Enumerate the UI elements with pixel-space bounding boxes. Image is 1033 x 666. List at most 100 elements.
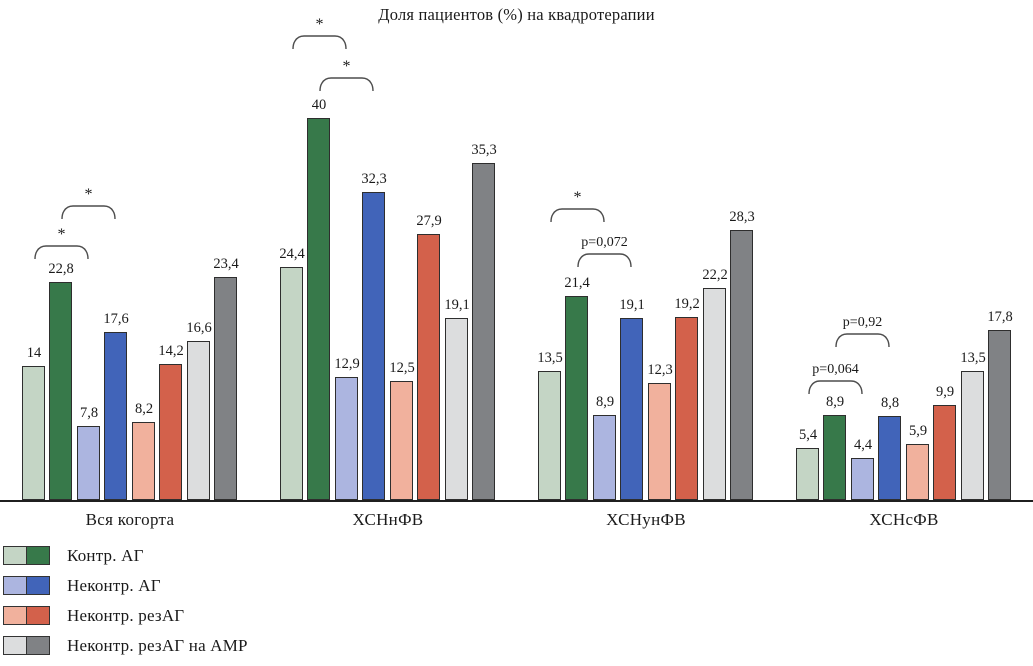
bar-group-4: 5,4 8,9 4,4 8,8 5,9 9,9 13,5 17,8 (796, 0, 1013, 500)
bar-dark-series-1 (49, 282, 72, 500)
significance-bracket (577, 253, 632, 267)
bar-value-label: 23,4 (213, 256, 239, 272)
bar-value-label: 13,5 (960, 350, 986, 366)
legend-item: Неконтр. АГ (3, 576, 248, 595)
bar-light-series-1 (538, 371, 561, 500)
significance-label: * (84, 186, 93, 203)
significance-label: p=0,064 (812, 362, 859, 377)
bar-value-label: 19,1 (444, 297, 470, 313)
legend-swatch-light (3, 546, 27, 565)
category-label: ХСНнФВ (352, 510, 424, 529)
bar-value-label: 7,8 (79, 405, 99, 421)
bar-dark-series-4 (214, 277, 237, 500)
bar-light-series-2 (77, 426, 100, 500)
bar-value-label: 28,3 (729, 209, 755, 225)
bar-value-label: 19,2 (674, 296, 700, 312)
bar-light-series-2 (335, 377, 358, 500)
bar-value-label: 8,9 (595, 394, 615, 410)
bar-dark-series-2 (878, 416, 901, 500)
bar-light-series-3 (132, 422, 155, 500)
significance-label: * (57, 226, 66, 243)
legend: Контр. АГ Неконтр. АГ Неконтр. резАГ Неконт… (3, 546, 248, 666)
bar-value-label: 5,9 (908, 423, 928, 439)
bar-light-series-1 (796, 448, 819, 500)
category-label: ХСНсФВ (869, 510, 939, 529)
chart-title: Доля пациентов (%) на квадротерапии (378, 5, 655, 24)
significance-label: * (315, 16, 324, 33)
bar-value-label: 14 (26, 345, 42, 361)
bar-light-series-1 (22, 366, 45, 500)
significance-bracket (34, 245, 89, 259)
bar-value-label: 19,1 (619, 297, 645, 313)
significance-label: p=0,92 (842, 315, 883, 330)
legend-label: Неконтр. АГ (67, 575, 161, 595)
bar-light-series-4 (445, 318, 468, 500)
bar-value-label: 17,6 (103, 311, 129, 327)
bar-value-label: 40 (311, 97, 327, 113)
legend-swatch-light (3, 606, 27, 625)
bar-dark-series-4 (988, 330, 1011, 500)
bar-light-series-4 (961, 371, 984, 500)
bar-dark-series-3 (159, 364, 182, 500)
bar-dark-series-3 (417, 234, 440, 500)
bar-value-label: 17,8 (987, 309, 1013, 325)
bar-value-label: 14,2 (158, 343, 184, 359)
category-label: Вся когорта (85, 510, 175, 529)
legend-swatch-dark (26, 636, 50, 655)
bar-light-series-2 (851, 458, 874, 500)
legend-label: Неконтр. резАГ на АМР (67, 635, 248, 655)
legend-item: Неконтр. резАГ на АМР (3, 636, 248, 655)
significance-bracket (61, 205, 116, 219)
significance-bracket (292, 35, 347, 49)
significance-label: * (573, 189, 582, 206)
bar-dark-series-1 (823, 415, 846, 500)
legend-item: Контр. АГ (3, 546, 248, 565)
significance-label: p=0,072 (581, 235, 628, 250)
bar-dark-series-2 (620, 318, 643, 500)
category-label: ХСНунФВ (606, 510, 686, 529)
bar-value-label: 12,5 (389, 360, 415, 376)
bar-value-label: 4,4 (853, 437, 873, 453)
bar-value-label: 21,4 (564, 275, 590, 291)
bar-light-series-2 (593, 415, 616, 500)
bar-dark-series-4 (472, 163, 495, 500)
bar-dark-series-1 (565, 296, 588, 500)
bar-group-1: 14 22,8 7,8 17,6 8,2 14,2 16,6 23,4 (22, 0, 239, 500)
legend-item: Неконтр. резАГ (3, 606, 248, 625)
bar-value-label: 24,4 (279, 246, 305, 262)
bar-light-series-4 (703, 288, 726, 500)
bar-value-label: 9,9 (935, 384, 955, 400)
significance-label: * (342, 58, 351, 75)
bar-group-3: 13,5 21,4 8,9 19,1 12,3 19,2 22,2 28,3 (537, 0, 755, 500)
bar-group-2: 24,4 40 12,9 32,3 12,5 27,9 19,1 35,3 (279, 0, 497, 500)
bar-dark-series-2 (362, 192, 385, 500)
legend-swatch-dark (26, 606, 50, 625)
legend-swatch-dark (26, 576, 50, 595)
bar-dark-series-1 (307, 118, 330, 500)
bar-value-label: 13,5 (537, 350, 563, 366)
bar-dark-series-3 (933, 405, 956, 500)
significance-bracket (550, 208, 605, 222)
bar-value-label: 5,4 (798, 427, 818, 443)
bar-value-label: 16,6 (186, 320, 212, 336)
plot-area: 14 22,8 7,8 17,6 8,2 14,2 16,6 23,4 24,4 40 12,9 32… (0, 0, 1033, 502)
bar-value-label: 8,9 (825, 394, 845, 410)
legend-swatch-light (3, 576, 27, 595)
bar-dark-series-2 (104, 332, 127, 500)
legend-swatch-light (3, 636, 27, 655)
bar-dark-series-4 (730, 230, 753, 500)
legend-label: Неконтр. резАГ (67, 605, 185, 625)
bar-light-series-3 (648, 383, 671, 500)
bar-light-series-3 (390, 381, 413, 500)
bar-value-label: 8,2 (134, 401, 154, 417)
bar-value-label: 32,3 (361, 171, 387, 187)
bar-value-label: 22,8 (48, 261, 74, 277)
bar-value-label: 12,3 (647, 362, 673, 378)
significance-bracket (808, 380, 863, 394)
bar-value-label: 8,8 (880, 395, 900, 411)
bar-value-label: 27,9 (416, 213, 442, 229)
bar-value-label: 12,9 (334, 356, 360, 372)
bar-dark-series-3 (675, 317, 698, 500)
legend-swatch-dark (26, 546, 50, 565)
